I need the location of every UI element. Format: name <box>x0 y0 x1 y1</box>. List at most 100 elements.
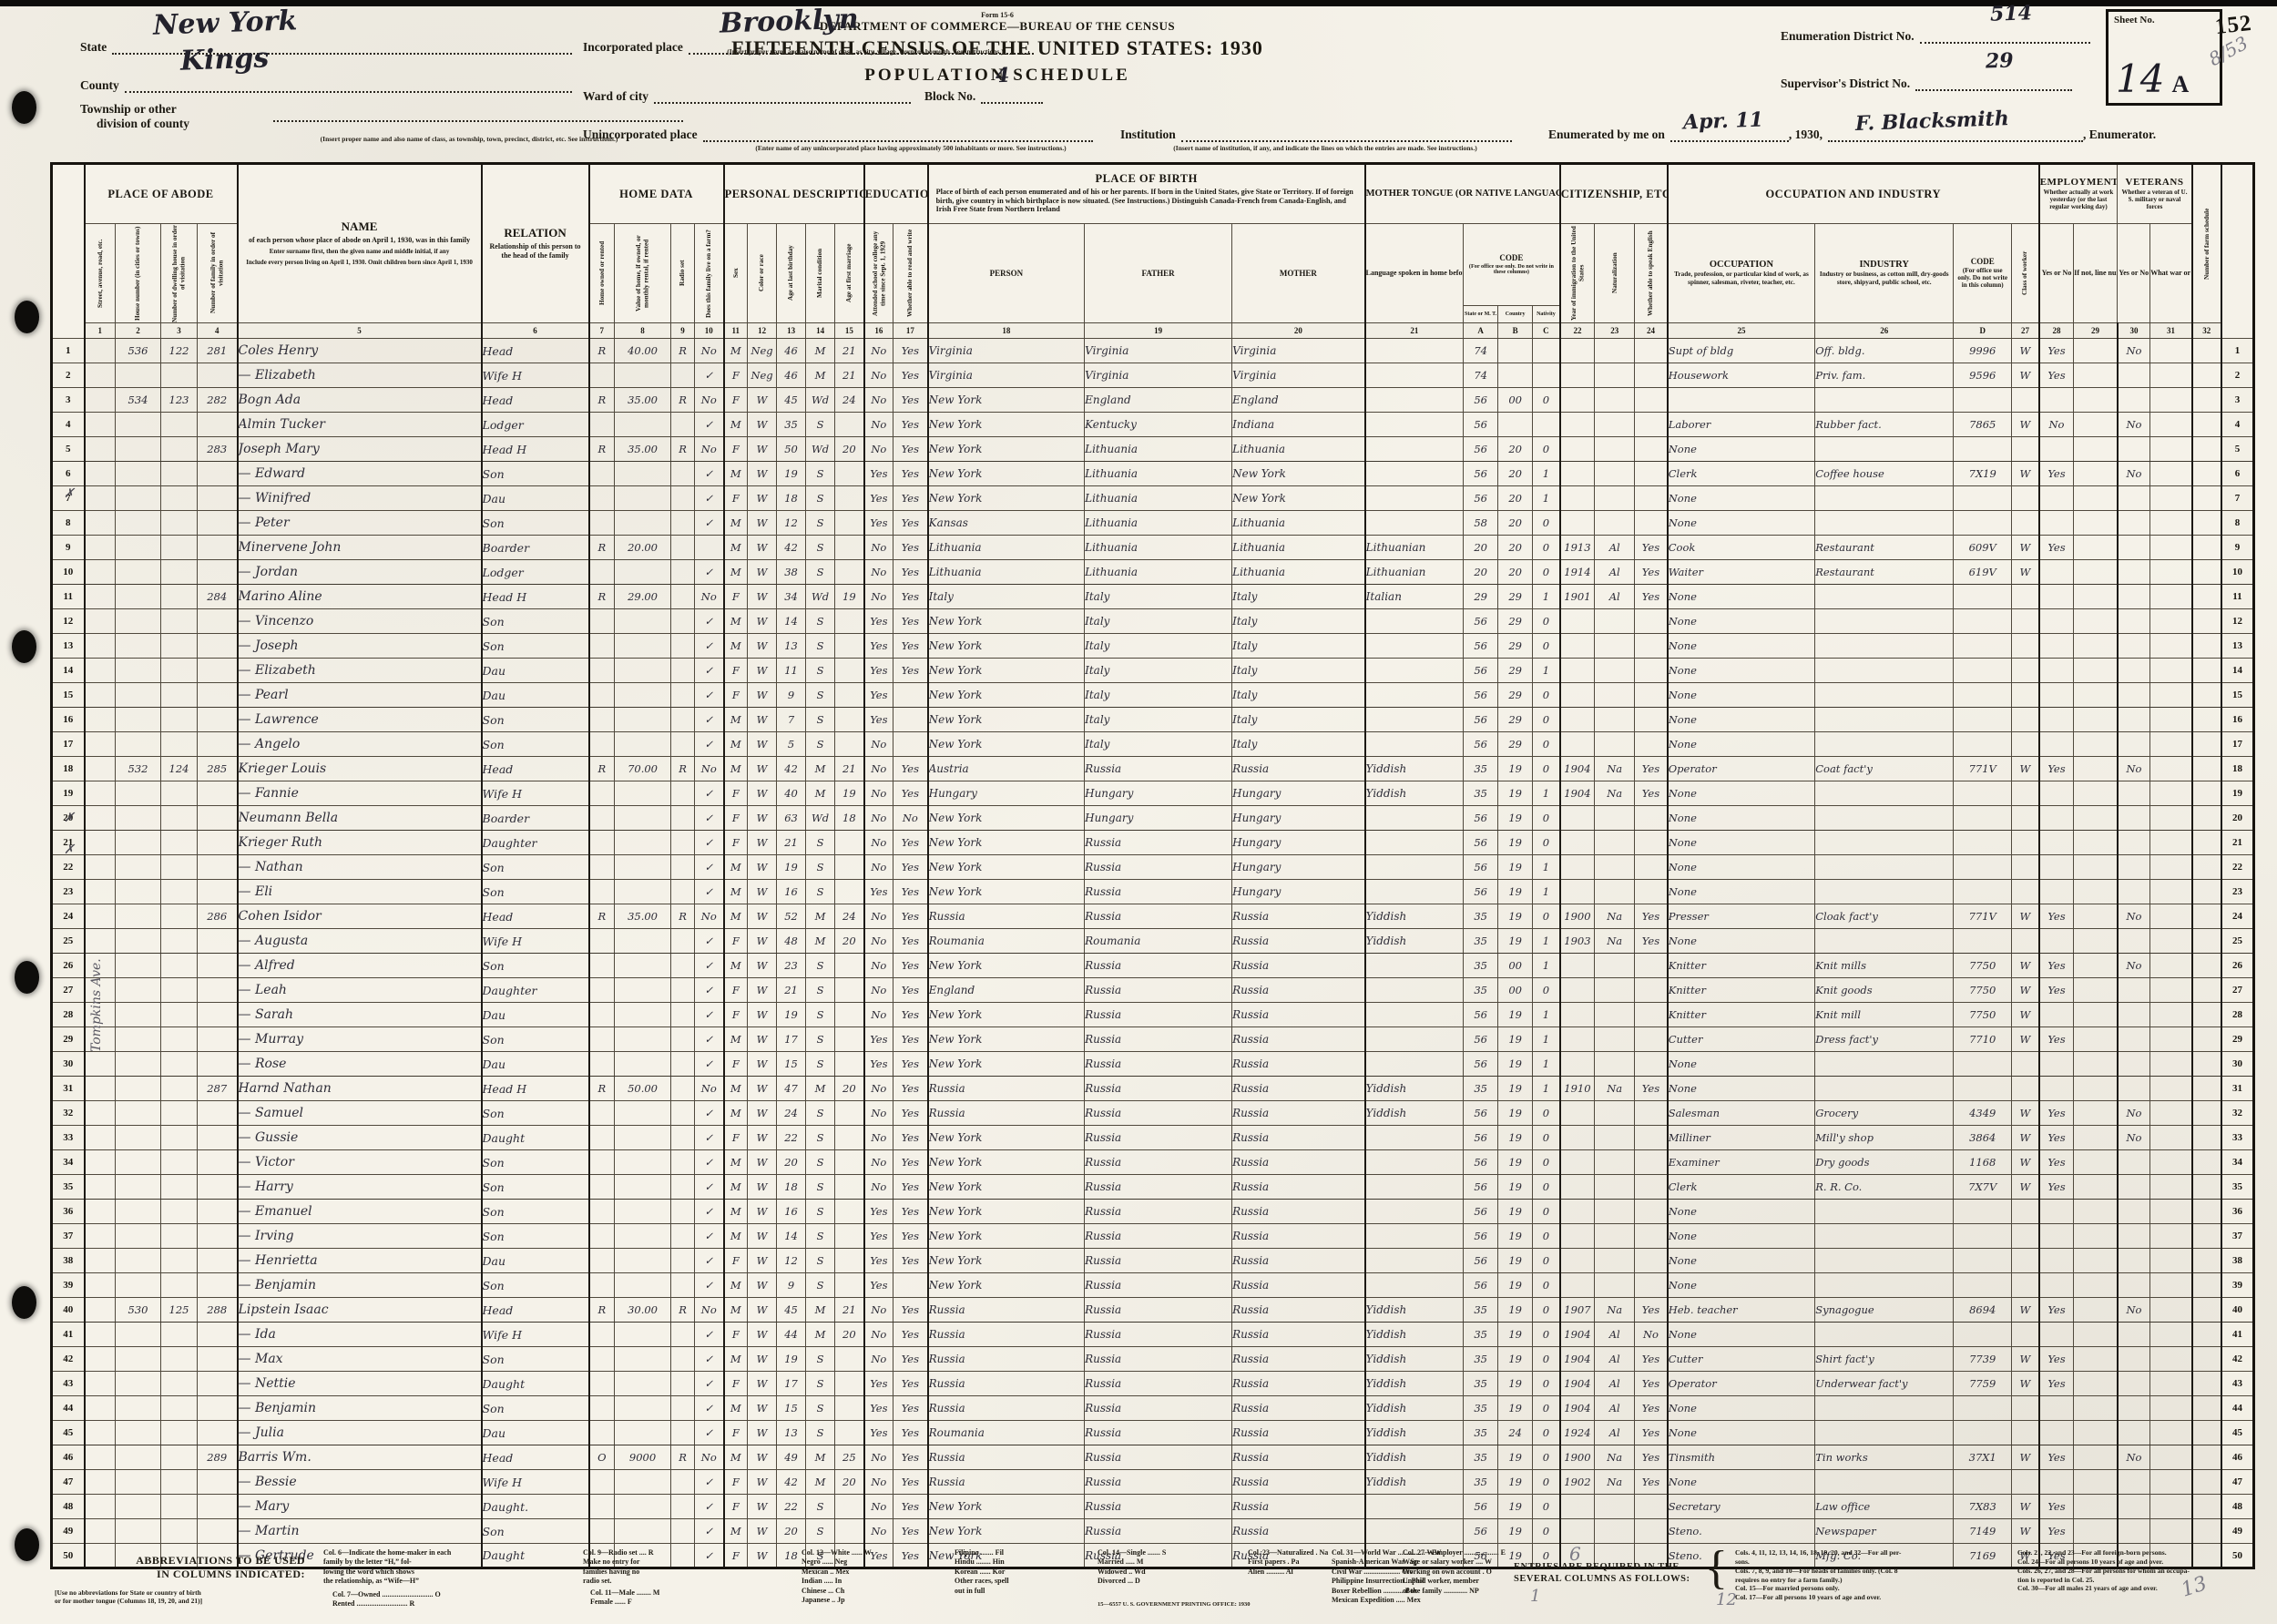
cell <box>588 1026 616 1052</box>
cell: 42 <box>776 535 807 560</box>
cell: Roumania <box>927 928 1086 954</box>
cell <box>1953 633 2013 659</box>
cell: W <box>747 412 778 437</box>
cell: M <box>805 1322 836 1347</box>
cell: Knitter <box>1667 977 1816 1003</box>
cell: Head H <box>481 584 590 609</box>
cell: 287 <box>196 1076 239 1101</box>
cell <box>160 1223 198 1249</box>
cell <box>670 830 696 855</box>
line-number-left: 45 <box>51 1420 86 1445</box>
cell: New York <box>927 485 1086 511</box>
cell: Yes <box>893 1149 929 1175</box>
table-row: 35— Harry Son ✓ M W 18 S No Yes New York Russia Rus… <box>51 1174 2255 1200</box>
cell <box>1559 707 1596 732</box>
cell: Yes <box>863 1395 894 1421</box>
cell: Son <box>481 1395 590 1421</box>
cell <box>2073 387 2119 413</box>
cell: Supt of bldg <box>1667 338 1816 363</box>
cell <box>1364 1223 1465 1249</box>
line-number-left: 25 <box>51 928 86 954</box>
state-label: State <box>80 40 107 54</box>
cell: 7X19 <box>1953 461 2013 486</box>
cell: Boarder <box>481 535 590 560</box>
cell <box>2011 1272 2040 1298</box>
line-number-right: 20 <box>2221 805 2255 831</box>
cell <box>2149 584 2193 609</box>
enumerated-line: Enumerated by me on Apr. 11 , 1930, F. B… <box>1548 107 2268 142</box>
cell <box>670 1026 696 1052</box>
cell <box>84 1149 116 1175</box>
cell: 5 <box>776 731 807 757</box>
cell: ✓ <box>694 1371 725 1396</box>
cell: 42 <box>776 756 807 781</box>
cell: M <box>723 1026 749 1052</box>
cell: England <box>1084 387 1233 413</box>
cell: Yes <box>893 1395 929 1421</box>
cell: M <box>723 904 749 929</box>
cell <box>160 1051 198 1077</box>
cell <box>2191 1002 2222 1027</box>
cell <box>588 928 616 954</box>
cell <box>1953 387 2013 413</box>
cell: F <box>723 658 749 683</box>
line-number-right: 32 <box>2221 1100 2255 1126</box>
cell: ✓ <box>694 707 725 732</box>
cell <box>2191 1223 2222 1249</box>
line-number-left: 23 <box>51 879 86 904</box>
cell: Virginia <box>927 363 1086 388</box>
cell: Russia <box>1084 1100 1233 1126</box>
cell: Yes <box>1634 1346 1669 1372</box>
cell: Yes <box>2038 1026 2075 1052</box>
cell: Lithuania <box>1231 535 1366 560</box>
col-birthplace-father: FATHER <box>1084 223 1233 323</box>
line-number-right: 29 <box>2221 1026 2255 1052</box>
cell: Tin works <box>1814 1445 1955 1470</box>
cell: W <box>2011 904 2040 929</box>
cell: Russia <box>927 1346 1086 1372</box>
cell <box>2149 1297 2193 1323</box>
cell: 20 <box>834 1076 865 1101</box>
cell: Russia <box>1231 1322 1366 1347</box>
cell <box>196 953 239 978</box>
cell <box>1634 412 1669 437</box>
cell: 19 <box>1497 805 1534 831</box>
cell <box>614 1469 672 1495</box>
cell: 56 <box>1463 436 1499 462</box>
cell: 19 <box>834 584 865 609</box>
cell: 35 <box>1463 1322 1499 1347</box>
cell: 34 <box>776 584 807 609</box>
abbreviations-title: ABBREVIATIONS TO BE USED IN COLUMNS INDI… <box>136 1554 305 1580</box>
column-number: D <box>1953 322 2013 339</box>
cell <box>115 559 161 585</box>
cell: Son <box>481 1174 590 1200</box>
population-schedule-table: PLACE OF ABODE NAME of each person whose… <box>50 162 2256 1569</box>
cell: Hungary <box>927 781 1086 806</box>
cell: ✓ <box>694 781 725 806</box>
cell: 19 <box>1497 1149 1534 1175</box>
cell: 285 <box>196 756 239 781</box>
line-number-right: 13 <box>2221 633 2255 659</box>
cell: Hungary <box>1231 781 1366 806</box>
cell: W <box>747 682 778 708</box>
column-number: 12 <box>747 322 778 339</box>
cell: Son <box>481 1199 590 1224</box>
cell <box>196 1272 239 1298</box>
pencil-mark-6: 6 <box>1569 1543 1581 1565</box>
cell <box>614 485 672 511</box>
cell <box>2149 1395 2193 1421</box>
cell: 19 <box>1497 1494 1534 1519</box>
cell <box>670 1100 696 1126</box>
cell <box>2117 363 2151 388</box>
cell: M <box>805 1297 836 1323</box>
cell <box>1559 1051 1596 1077</box>
cell <box>1594 633 1636 659</box>
state-line <box>112 49 572 55</box>
cell <box>2191 1420 2222 1445</box>
table-row: 5 283 Joseph Mary Head H R 35.00 R No F W 50 Wd 20 No… <box>51 436 2255 462</box>
table-row: 18 532 124 285 Krieger Louis Head R 70.00 R No M W 4… <box>51 756 2255 781</box>
cell: Yes <box>893 1346 929 1372</box>
table-row: 45— Julia Dau ✓ F W 13 S Yes Yes Roumania Russia Ru… <box>51 1420 2255 1445</box>
cell: 40.00 <box>614 338 672 363</box>
cell: Underwear fact'y <box>1814 1371 1955 1396</box>
